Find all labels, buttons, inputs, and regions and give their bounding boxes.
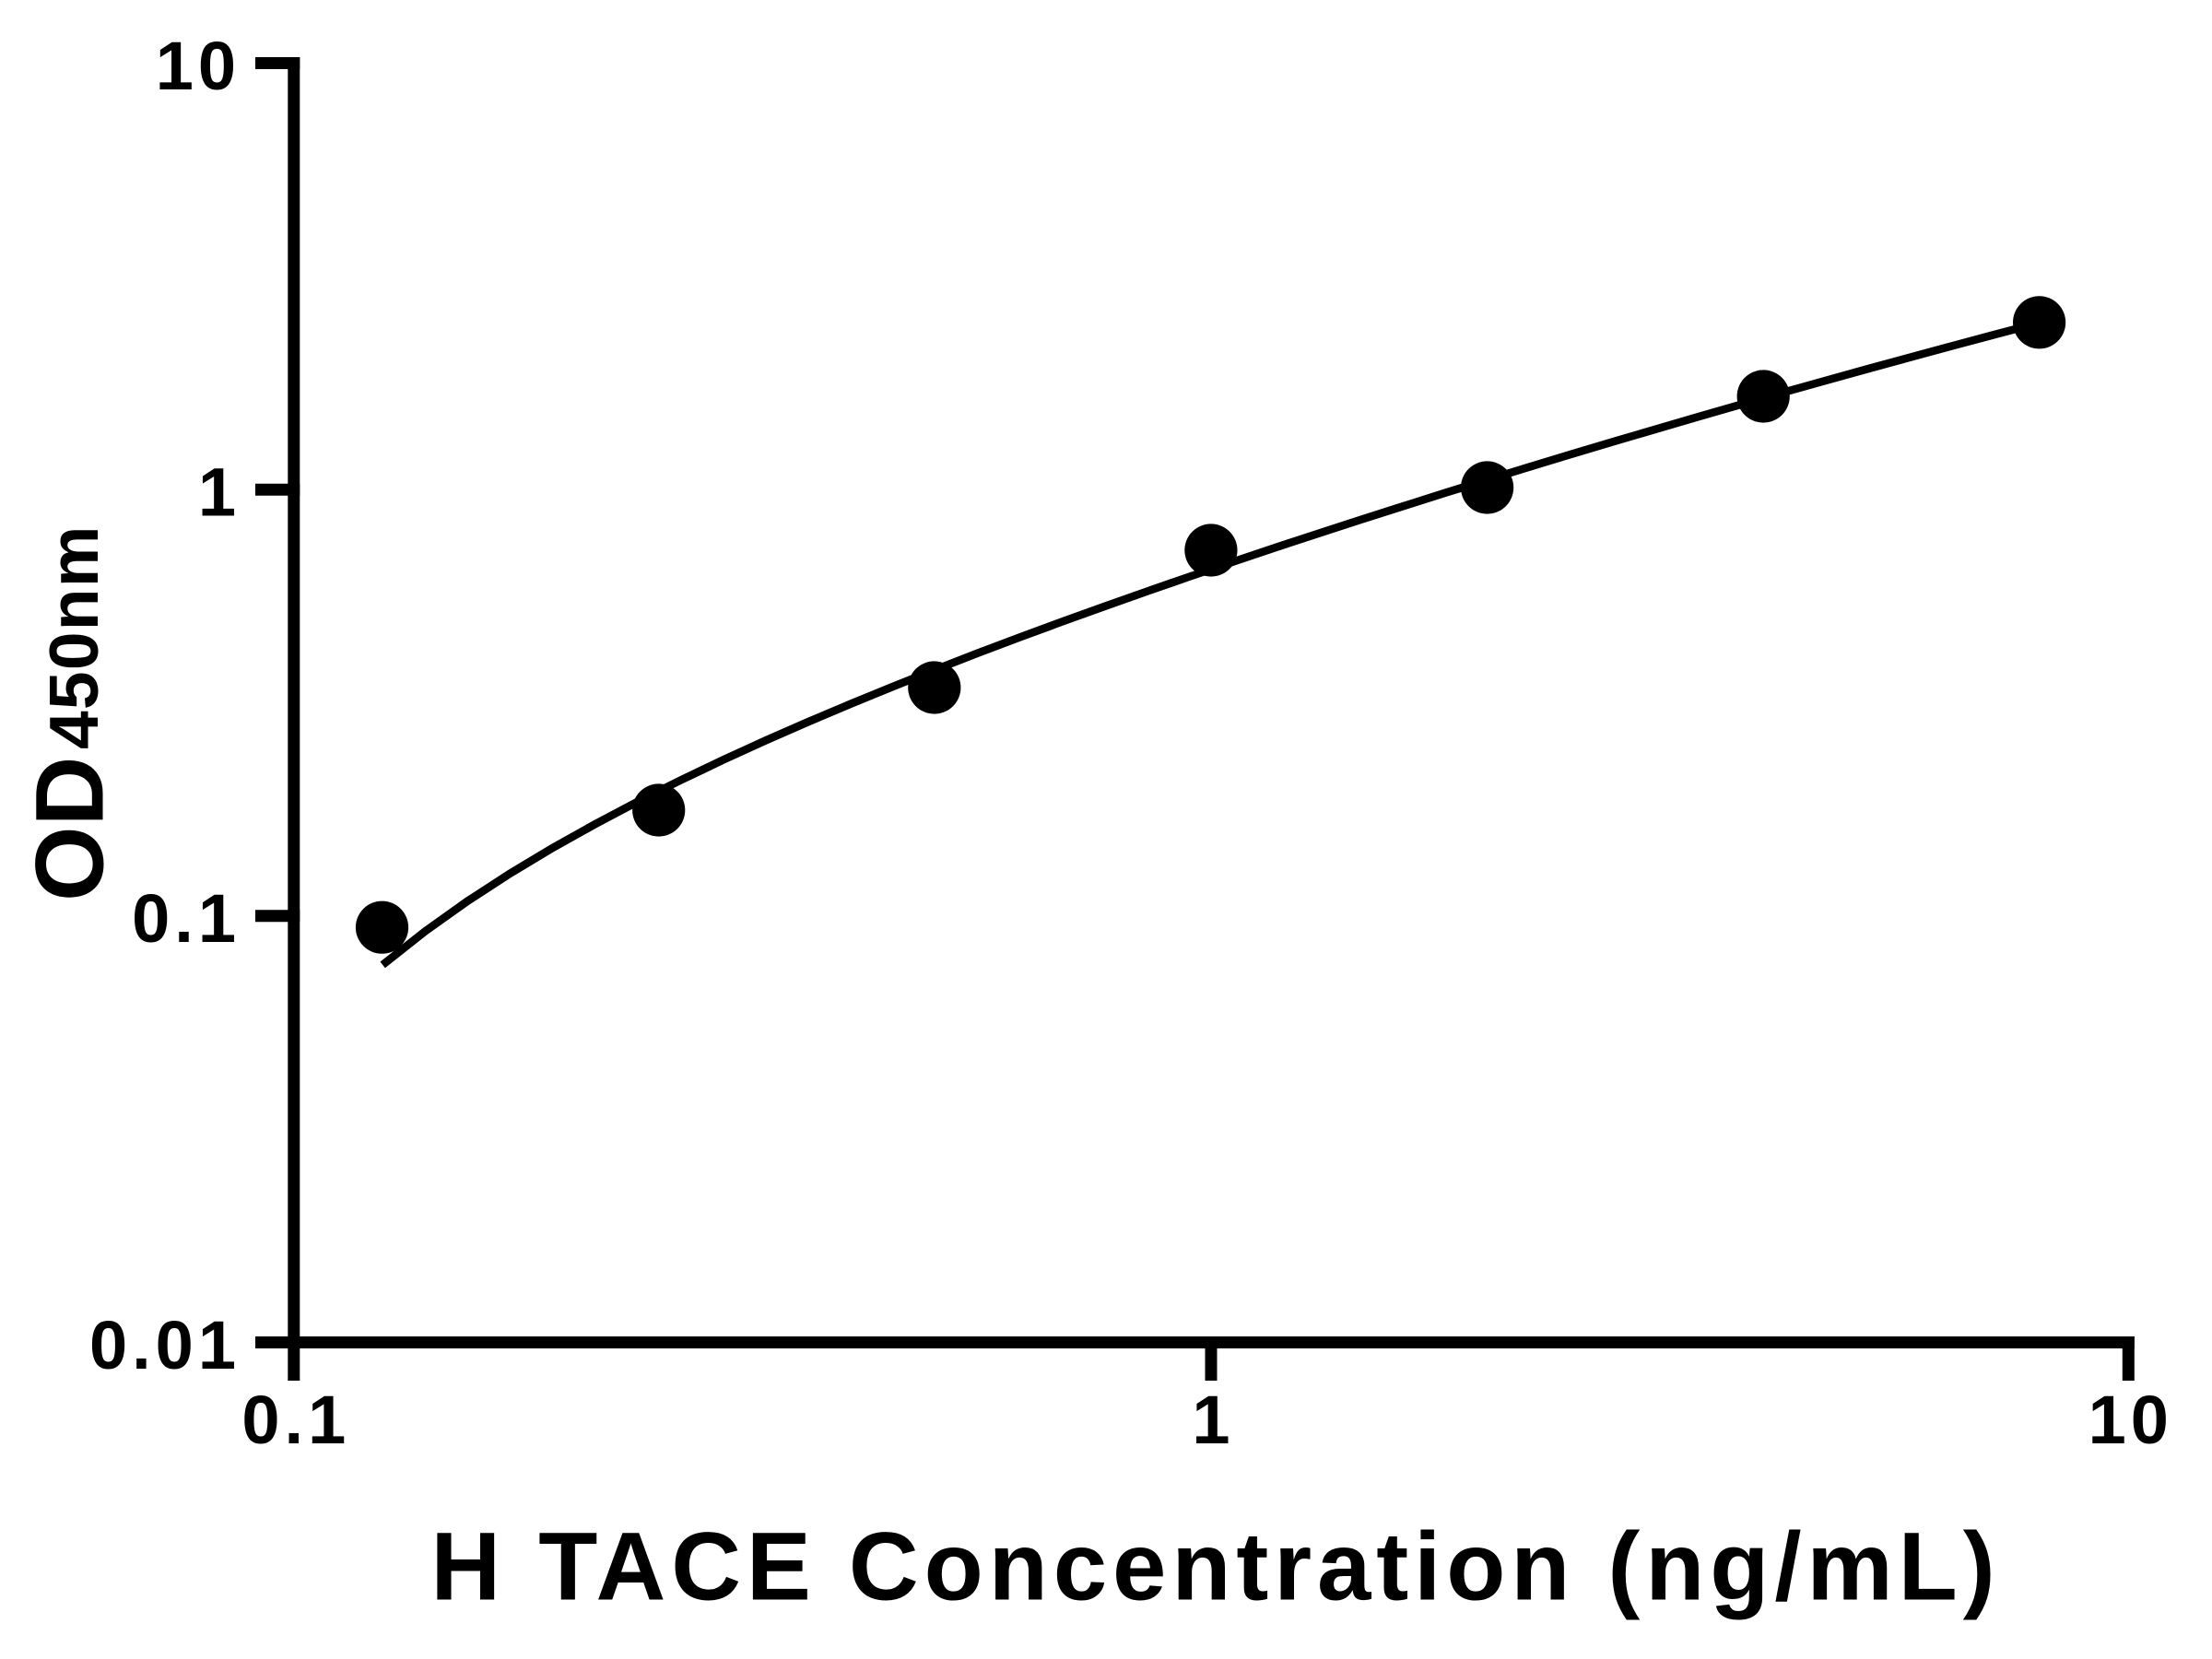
svg-text:0.01: 0.01 [89,1307,241,1383]
svg-text:1: 1 [1192,1382,1234,1458]
svg-text:OD: OD [17,757,124,902]
svg-text:10: 10 [156,28,241,104]
svg-text:10: 10 [2088,1382,2173,1458]
svg-text:450nm: 450nm [35,524,112,749]
svg-text:0.1: 0.1 [241,1382,350,1458]
svg-text:H TACE Concentration (ng/mL): H TACE Concentration (ng/mL) [430,1513,2000,1621]
svg-text:0.1: 0.1 [132,880,241,957]
svg-text:1: 1 [198,454,241,531]
